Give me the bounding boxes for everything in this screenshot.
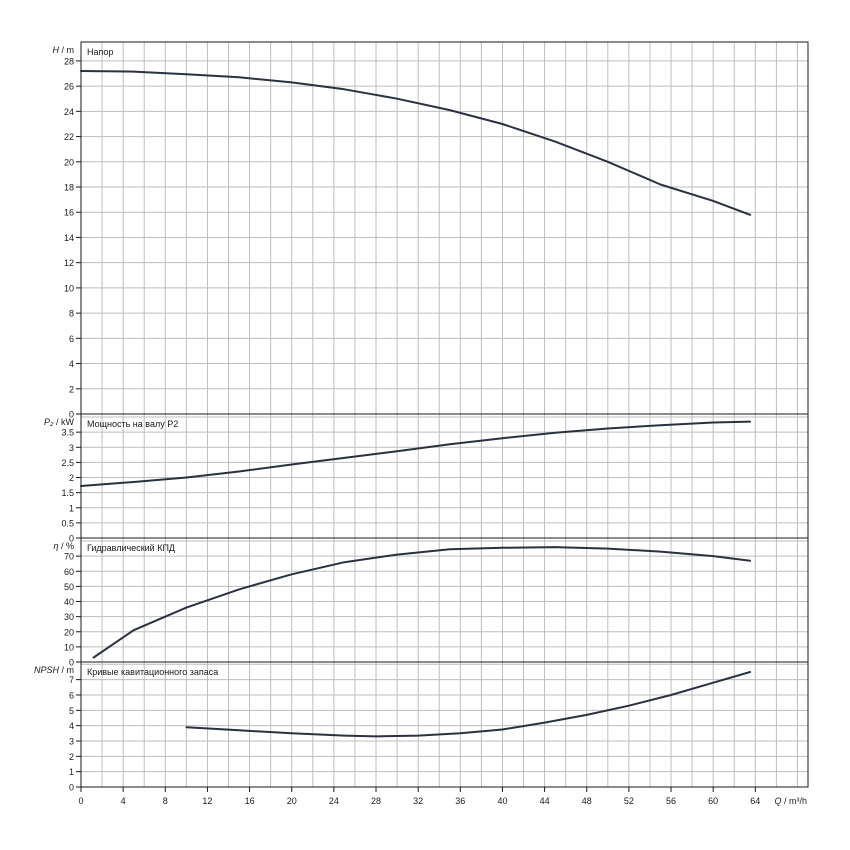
- x-axis-symbol: Q: [774, 796, 781, 806]
- y-tick-label: 40: [64, 597, 74, 607]
- x-tick-label: 52: [624, 796, 634, 806]
- y-tick-label: 60: [64, 567, 74, 577]
- x-tick-label: 40: [497, 796, 507, 806]
- y-tick-label: 3: [69, 443, 74, 453]
- y-axis-symbol: NPSH: [34, 665, 60, 675]
- y-tick-label: 0: [69, 534, 74, 544]
- y-axis-symbol: P₂: [44, 417, 54, 427]
- curve-layer: [80, 70, 752, 738]
- y-axis-title: P₂ / kW: [44, 417, 74, 427]
- x-tick-label: 64: [750, 796, 760, 806]
- y-tick-label: 2: [69, 752, 74, 762]
- y-tick-label: 16: [64, 208, 74, 218]
- y-tick-label: 28: [64, 56, 74, 66]
- y-tick-label: 7: [69, 675, 74, 685]
- curve-line: [185, 671, 752, 738]
- y-tick-label: 0: [69, 783, 74, 793]
- y-axis-symbol: η: [53, 541, 58, 551]
- y-tick-label: 2: [69, 384, 74, 394]
- y-tick-label: 50: [64, 582, 74, 592]
- frame-layer: [76, 41, 809, 792]
- y-tick-label: 2.5: [61, 458, 74, 468]
- y-tick-label: 0.5: [61, 518, 74, 528]
- y-tick-label: 18: [64, 183, 74, 193]
- grid-layer: [81, 42, 808, 787]
- y-tick-label: 8: [69, 309, 74, 319]
- y-tick-label: 1: [69, 503, 74, 513]
- y-axis-unit: m: [67, 45, 75, 55]
- y-axis-title: H / m: [52, 45, 74, 55]
- panel-frame: [80, 661, 809, 788]
- y-tick-label: 3: [69, 736, 74, 746]
- x-axis-separator: /: [781, 796, 789, 806]
- y-axis-unit: m: [67, 665, 75, 675]
- x-axis-title: Q / m³/h: [774, 796, 807, 806]
- x-tick-label: 12: [202, 796, 212, 806]
- x-tick-label: 8: [163, 796, 168, 806]
- y-axis-unit: %: [66, 541, 74, 551]
- y-tick-label: 5: [69, 706, 74, 716]
- y-axis-symbol: H: [52, 45, 59, 55]
- y-tick-label: 24: [64, 107, 74, 117]
- y-axis-separator: /: [59, 45, 67, 55]
- x-axis-unit: m³/h: [789, 796, 807, 806]
- y-tick-label: 20: [64, 627, 74, 637]
- x-tick-label: 48: [582, 796, 592, 806]
- y-tick-label: 10: [64, 283, 74, 293]
- panel-frame: [80, 41, 809, 415]
- panel-title: Гидравлический КПД: [87, 543, 175, 553]
- y-axis-separator: /: [53, 417, 61, 427]
- x-tick-label: 20: [287, 796, 297, 806]
- y-axis-title: η / %: [53, 541, 74, 551]
- y-tick-label: 12: [64, 258, 74, 268]
- x-tick-label: 16: [245, 796, 255, 806]
- y-tick-label: 0: [69, 658, 74, 668]
- x-tick-label: 0: [78, 796, 83, 806]
- x-tick-label: 56: [666, 796, 676, 806]
- y-tick-label: 4: [69, 721, 74, 731]
- curve-line: [80, 420, 752, 487]
- y-tick-label: 20: [64, 157, 74, 167]
- x-tick-label: 36: [455, 796, 465, 806]
- x-tick-label: 32: [413, 796, 423, 806]
- panel-title: Напор: [87, 47, 113, 57]
- y-tick-label: 6: [69, 334, 74, 344]
- y-tick-label: 1.5: [61, 488, 74, 498]
- y-tick-label: 0: [69, 410, 74, 420]
- x-tick-label: 60: [708, 796, 718, 806]
- y-tick-label: 22: [64, 132, 74, 142]
- x-tick-label: 4: [121, 796, 126, 806]
- y-tick-label: 30: [64, 612, 74, 622]
- y-tick-label: 4: [69, 359, 74, 369]
- y-tick-label: 3.5: [61, 428, 74, 438]
- panel-title: Кривые кавитационного запаса: [87, 667, 218, 677]
- x-tick-label: 24: [329, 796, 339, 806]
- y-tick-label: 14: [64, 233, 74, 243]
- x-tick-label: 44: [540, 796, 550, 806]
- y-tick-label: 1: [69, 767, 74, 777]
- y-tick-label: 10: [64, 642, 74, 652]
- y-tick-label: 70: [64, 552, 74, 562]
- y-tick-label: 6: [69, 690, 74, 700]
- y-axis-unit: kW: [61, 417, 75, 427]
- curve-line: [80, 70, 752, 216]
- y-tick-label: 2: [69, 473, 74, 483]
- panel-title: Мощность на валу P2: [87, 419, 178, 429]
- y-axis-title: NPSH / m: [34, 665, 74, 675]
- y-axis-separator: /: [58, 541, 66, 551]
- y-axis-separator: /: [59, 665, 67, 675]
- x-tick-label: 28: [371, 796, 381, 806]
- curve-line: [92, 546, 752, 659]
- y-tick-label: 26: [64, 82, 74, 92]
